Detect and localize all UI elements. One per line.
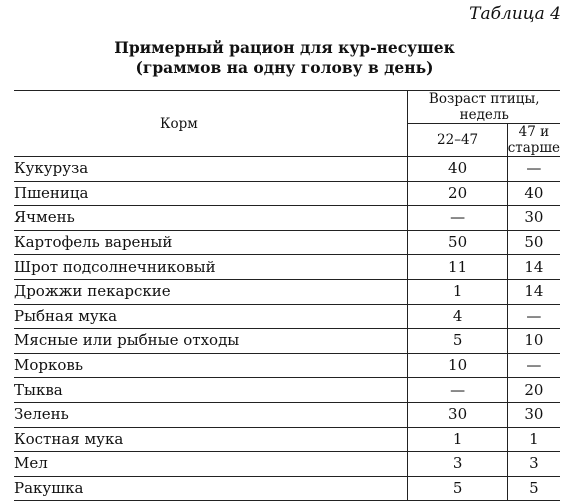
value-47-plus-cell: 30 bbox=[507, 402, 560, 428]
value-22-47-cell: — bbox=[407, 205, 508, 231]
feed-name-cell: Зелень bbox=[14, 402, 409, 428]
table-row: Зелень 30 30 bbox=[14, 402, 560, 428]
value-47-plus-cell: — bbox=[507, 156, 560, 182]
value-47-plus-cell: 1 bbox=[507, 427, 560, 453]
table-row: Ячмень —30 bbox=[14, 205, 560, 231]
table-row: Шрот подсолнечниковый 11 14 bbox=[14, 254, 560, 280]
table-header: Корм Возраст птицы, недель 22–47 47 и ст… bbox=[14, 90, 560, 157]
feed-name-cell: Кукуруза bbox=[14, 156, 409, 182]
value-47-plus-cell: 5 bbox=[507, 476, 560, 501]
value-47-plus-cell: — bbox=[507, 304, 560, 330]
value-22-47-cell: 50 bbox=[407, 230, 508, 256]
table-row: Костная мука 1 1 bbox=[14, 427, 560, 453]
value-47-plus-cell: 30 bbox=[507, 205, 560, 231]
feed-name-cell: Тыква bbox=[14, 377, 409, 403]
table-row: Рыбная мука 4— bbox=[14, 304, 560, 330]
table-row: Картофель вареный 50 50 bbox=[14, 230, 560, 256]
feed-name-cell: Морковь bbox=[14, 353, 409, 379]
feed-name-cell: Дрожжи пекарские bbox=[14, 279, 409, 305]
header-age-22-47: 22–47 bbox=[407, 123, 508, 157]
value-22-47-cell: 1 bbox=[407, 427, 508, 453]
feed-name-cell: Рыбная мука bbox=[14, 304, 409, 330]
ration-table: Корм Возраст птицы, недель 22–47 47 и ст… bbox=[14, 90, 560, 501]
value-22-47-cell: — bbox=[407, 377, 508, 403]
table-row: Мел 3 3 bbox=[14, 451, 560, 477]
feed-name-cell: Картофель вареный bbox=[14, 230, 409, 256]
value-47-plus-cell: 14 bbox=[507, 254, 560, 280]
table-row: Морковь 10— bbox=[14, 353, 560, 379]
title-line-1: Примерный рацион для кур-несушек bbox=[114, 38, 455, 57]
header-age-group: Возраст птицы, недель bbox=[407, 90, 560, 124]
table-row: Тыква —20 bbox=[14, 377, 560, 403]
value-22-47-cell: 4 bbox=[407, 304, 508, 330]
value-22-47-cell: 20 bbox=[407, 181, 508, 207]
header-age-47-plus: 47 и старше bbox=[507, 123, 560, 157]
feed-name-cell: Пшеница bbox=[14, 181, 409, 207]
table-row: Мясные или рыбные отходы 5 10 bbox=[14, 328, 560, 354]
feed-name-cell: Ячмень bbox=[14, 205, 409, 231]
value-22-47-cell: 30 bbox=[407, 402, 508, 428]
feed-name-cell: Костная мука bbox=[14, 427, 409, 453]
header-row-2: 22–47 47 и старше bbox=[14, 123, 560, 157]
table-title: Примерный рацион для кур-несушек (граммо… bbox=[0, 38, 569, 78]
value-47-plus-cell: 3 bbox=[507, 451, 560, 477]
feed-name-cell: Мел bbox=[14, 451, 409, 477]
feed-name-cell: Мясные или рыбные отходы bbox=[14, 328, 409, 354]
table-body: Кукуруза 40— Пшеница 20 40 Ячмень —30 Картофель… bbox=[14, 156, 560, 501]
table-row: Ракушка 5 5 bbox=[14, 476, 560, 501]
value-22-47-cell: 5 bbox=[407, 476, 508, 501]
value-47-plus-cell: 14 bbox=[507, 279, 560, 305]
value-22-47-cell: 11 bbox=[407, 254, 508, 280]
value-22-47-cell: 5 bbox=[407, 328, 508, 354]
value-47-plus-cell: 10 bbox=[507, 328, 560, 354]
table-row: Дрожжи пекарские 1 14 bbox=[14, 279, 560, 305]
table-number: Таблица 4 bbox=[469, 4, 561, 24]
feed-name-cell: Ракушка bbox=[14, 476, 409, 501]
value-47-plus-cell: 50 bbox=[507, 230, 560, 256]
value-22-47-cell: 40 bbox=[407, 156, 508, 182]
feed-name-cell: Шрот подсолнечниковый bbox=[14, 254, 409, 280]
value-47-plus-cell: 40 bbox=[507, 181, 560, 207]
value-22-47-cell: 10 bbox=[407, 353, 508, 379]
table-row: Пшеница 20 40 bbox=[14, 181, 560, 207]
header-feed: Корм bbox=[14, 90, 409, 157]
value-22-47-cell: 3 bbox=[407, 451, 508, 477]
header-row-1: Корм Возраст птицы, недель bbox=[14, 90, 560, 157]
value-22-47-cell: 1 bbox=[407, 279, 508, 305]
title-line-2: (граммов на одну голову в день) bbox=[135, 58, 434, 77]
table-row: Кукуруза 40— bbox=[14, 156, 560, 182]
value-47-plus-cell: — bbox=[507, 353, 560, 379]
value-47-plus-cell: 20 bbox=[507, 377, 560, 403]
